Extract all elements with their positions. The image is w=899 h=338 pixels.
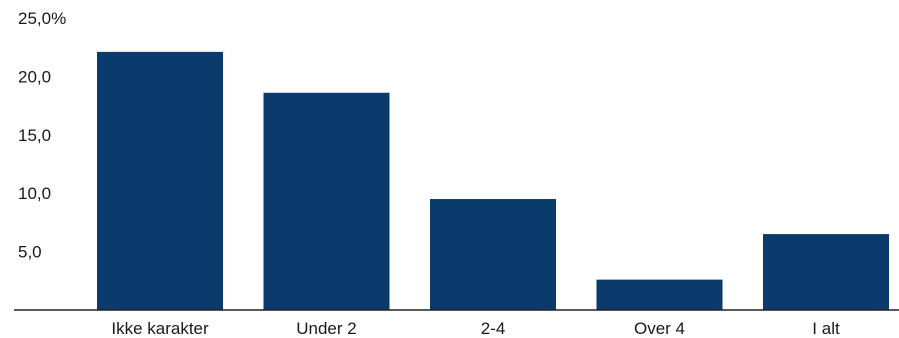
x-category-label: Ikke karakter (111, 319, 209, 338)
bars (97, 51, 889, 310)
bar-ikke-karakter (97, 51, 223, 310)
bar-2-4 (430, 199, 556, 310)
x-category-label: Over 4 (634, 319, 685, 338)
y-tick-label: 15,0 (18, 126, 51, 145)
y-tick-label: 25,0% (18, 9, 66, 28)
y-tick-label: 10,0 (18, 184, 51, 203)
y-tick-label: 5,0 (18, 243, 42, 262)
bar-i-alt (763, 234, 889, 310)
y-axis-ticks: 5,0 10,0 15,0 20,0 25,0% (18, 9, 66, 262)
bar-under-2 (263, 92, 390, 310)
y-tick-label: 20,0 (18, 67, 51, 86)
x-category-label: 2-4 (481, 319, 506, 338)
x-axis-labels: Ikke karakter Under 2 2-4 Over 4 I alt (111, 319, 840, 338)
x-category-label: Under 2 (296, 319, 356, 338)
bar-over-4 (596, 279, 723, 310)
x-category-label: I alt (812, 319, 840, 338)
